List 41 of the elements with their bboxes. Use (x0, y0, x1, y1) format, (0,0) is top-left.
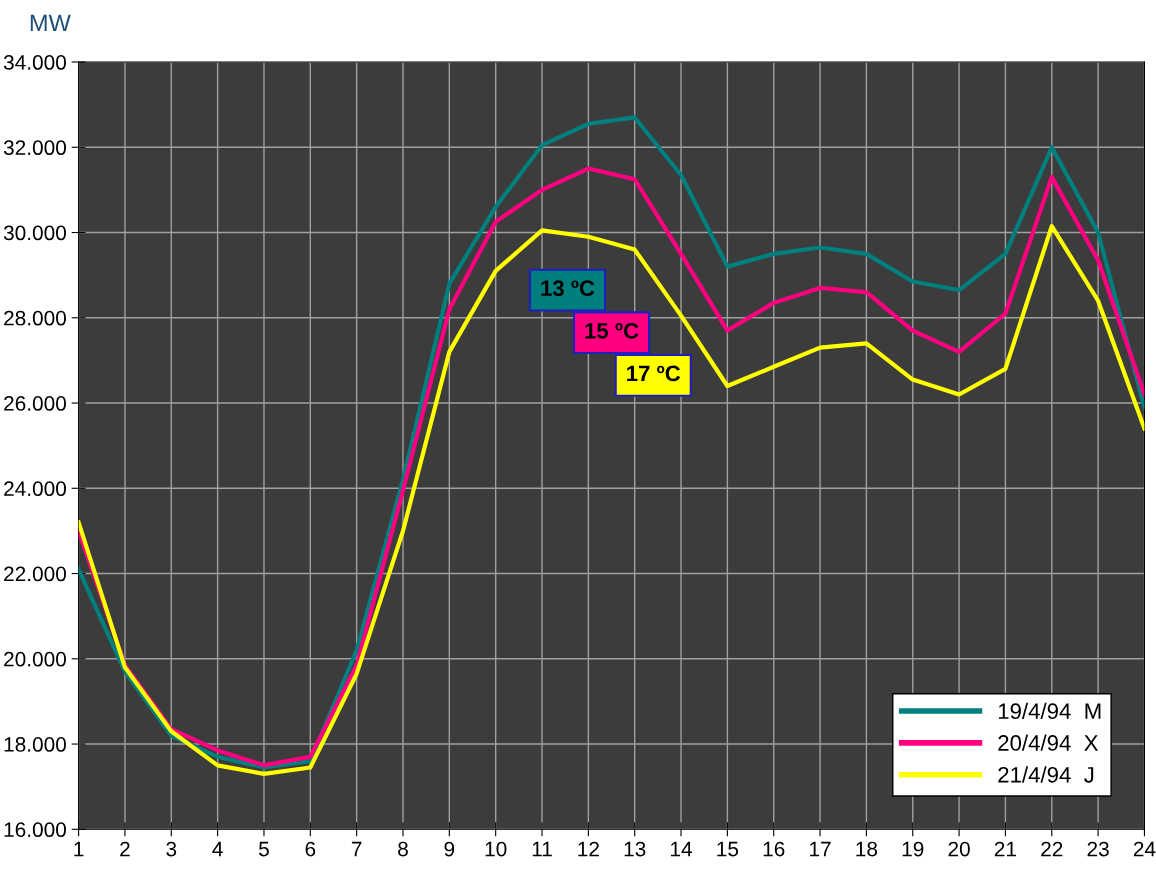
x-tick-label: 17 (810, 841, 831, 857)
y-tick-label: 24.000 (4, 481, 66, 497)
x-tick-label: 24 (1133, 841, 1156, 857)
x-tick-label: 8 (398, 841, 408, 857)
x-tick-label: 3 (166, 841, 177, 857)
legend-label: 21/4/94 J (998, 766, 1094, 783)
x-tick-label: 10 (485, 841, 507, 857)
x-tick-label: 6 (305, 841, 316, 857)
x-tick-label: 19 (902, 841, 924, 857)
x-tick-label: 20 (948, 841, 970, 857)
x-tick-label: 21 (994, 841, 1016, 857)
x-tick-label: 16 (763, 841, 785, 857)
x-tick-label: 13 (624, 841, 646, 857)
y-tick-label: 30.000 (3, 225, 66, 241)
y-tick-label: 18.000 (4, 737, 66, 752)
y-tick-label: 32.000 (3, 140, 66, 156)
x-tick-label: 7 (351, 841, 362, 857)
annotation: 15 ºC (585, 322, 639, 339)
legend-label: 20/4/94 X (998, 734, 1099, 751)
y-tick-label: 28.000 (4, 310, 66, 326)
y-axis-title: MW (30, 14, 71, 32)
y-tick-label: 26.000 (4, 396, 66, 411)
x-tick-label: 1 (74, 841, 84, 857)
annotation: 17 ºC (627, 365, 681, 382)
x-tick-label: 5 (259, 841, 269, 857)
x-tick-label: 22 (1041, 841, 1063, 857)
x-tick-label: 4 (212, 841, 223, 857)
x-tick-label: 12 (578, 841, 599, 857)
x-tick-label: 23 (1087, 841, 1109, 857)
x-tick-label: 14 (671, 841, 693, 857)
x-tick-label: 2 (120, 841, 130, 857)
legend-label: 19/4/94 M (998, 702, 1101, 720)
x-tick-label: 9 (444, 841, 455, 857)
y-tick-label: 16.000 (4, 822, 66, 838)
y-tick-label: 34.000 (3, 55, 66, 70)
x-tick-label: 15 (717, 841, 739, 857)
annotation: 13 ºC (541, 280, 595, 297)
y-tick-label: 20.000 (4, 651, 66, 667)
x-tick-label: 11 (532, 841, 552, 857)
x-tick-label: 18 (856, 841, 878, 857)
y-tick-label: 22.000 (4, 566, 66, 582)
